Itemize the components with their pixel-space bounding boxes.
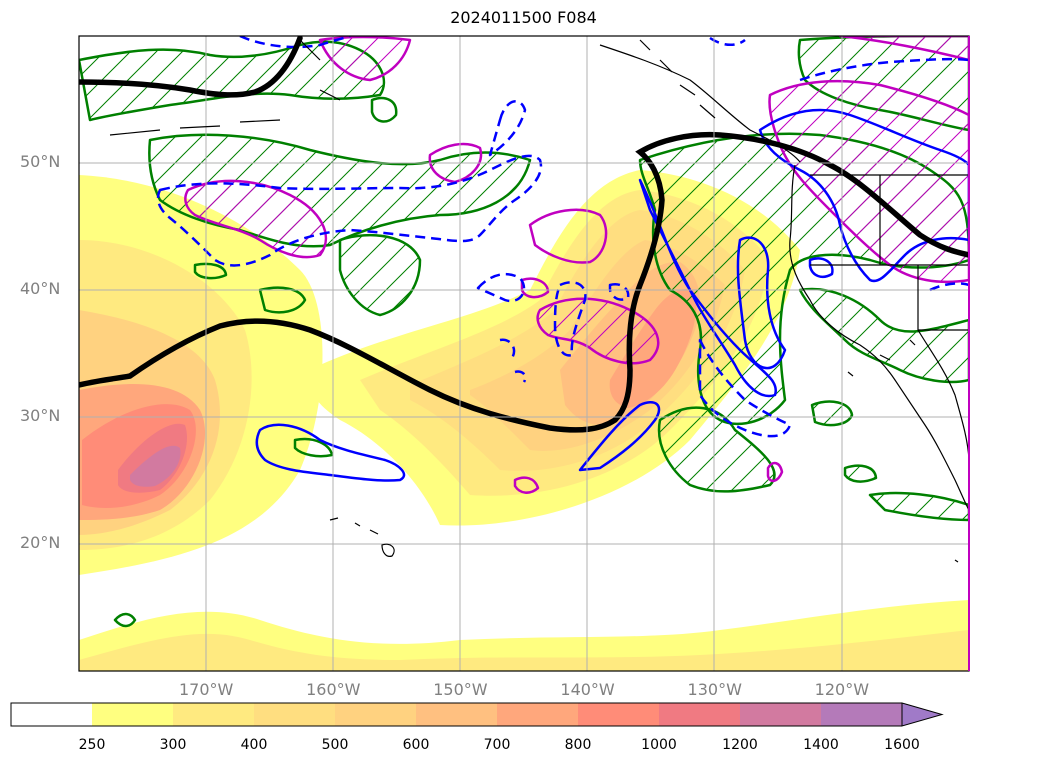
colorbar-tick-label: 500 [321, 737, 349, 753]
colorbar-segment [11, 703, 93, 726]
longitude-label: 140°W [560, 680, 615, 699]
longitude-label: 170°W [178, 680, 234, 699]
colorbar-segment [416, 703, 498, 726]
colorbar-tick-label: 1200 [722, 737, 758, 753]
latitude-label: 30°N [20, 406, 61, 425]
colorbar-segment [578, 703, 660, 726]
colorbar-tick-label: 1600 [884, 737, 920, 753]
black-bold-contours [79, 36, 969, 433]
coastlines [109, 39, 969, 563]
latitude-label: 40°N [20, 279, 61, 298]
colorbar-segment [173, 703, 255, 726]
ivt-south-band [79, 600, 969, 671]
colorbar-segment [92, 703, 174, 726]
colorbar-tick-label: 700 [483, 737, 511, 753]
colorbar-segment [740, 703, 822, 726]
colorbar-segment [497, 703, 579, 726]
longitude-label: 160°W [306, 680, 361, 699]
colorbar-tick-label: 1000 [641, 737, 677, 753]
colorbar-segment [335, 703, 417, 726]
colorbar-tick-label: 600 [402, 737, 430, 753]
colorbar-segment [821, 703, 903, 726]
colorbar-tick-label: 250 [78, 737, 106, 753]
colorbar-outline [10, 702, 902, 727]
colorbar-tick-label: 300 [159, 737, 187, 753]
colorbar-tick-label: 800 [564, 737, 592, 753]
longitude-label: 130°W [687, 680, 742, 699]
latitude-label: 20°N [20, 533, 61, 552]
blue-solid-contours [255, 108, 969, 482]
colorbar-segment [659, 703, 741, 726]
longitude-label: 150°W [433, 680, 488, 699]
colorbar-tick-label: 1400 [803, 737, 839, 753]
latitude-label: 50°N [20, 152, 61, 171]
plot-title: 2024011500 F084 [450, 8, 597, 27]
colorbar-tick-label: 400 [240, 737, 268, 753]
colorbar-segment [254, 703, 336, 726]
longitude-label: 120°W [814, 680, 870, 699]
colorbar-extend-arrow [901, 702, 944, 727]
colorbar [10, 702, 944, 727]
ivt-west-plume [79, 175, 323, 575]
blue-dashed-contours [156, 36, 969, 438]
map-gridlines [79, 36, 969, 671]
